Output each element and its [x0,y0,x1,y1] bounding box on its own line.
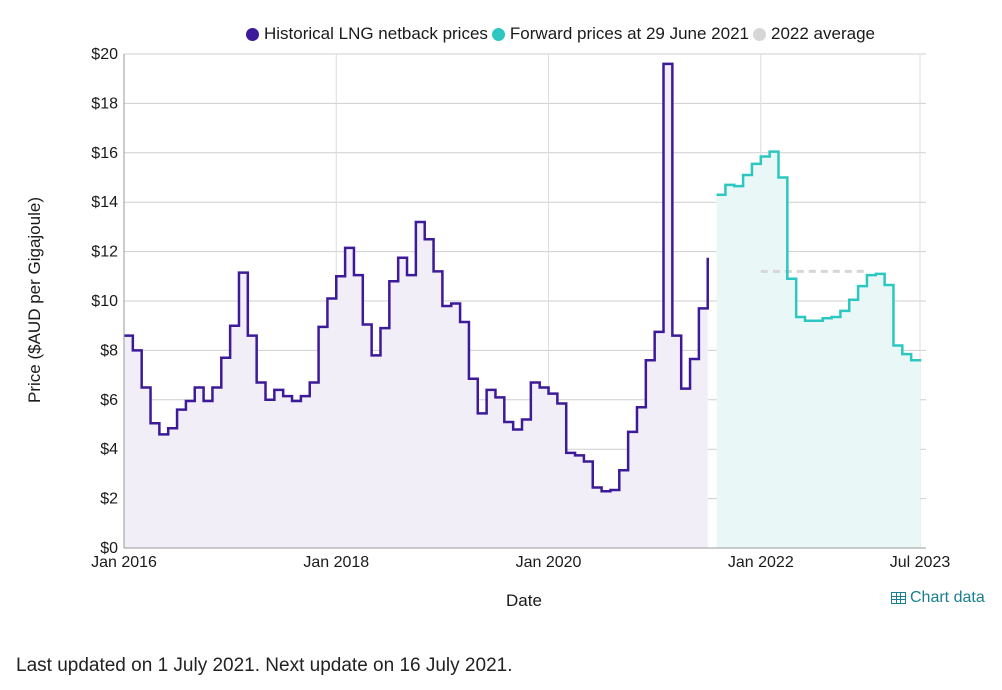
forward-price-line [716,150,922,362]
y-tick-label: $4 [100,441,118,458]
x-axis-label: Date [506,591,542,610]
x-tick-label: Jan 2022 [728,554,794,571]
y-tick-label: $18 [91,95,118,112]
legend-item-forward[interactable]: Forward prices at 29 June 2021 [491,24,750,44]
chart-data-link[interactable]: Chart data [891,589,985,607]
legend-item-historical[interactable]: Historical LNG netback prices [246,24,488,44]
y-axis-label: Price ($AUD per Gigajoule) [25,197,44,403]
x-tick-label: Jan 2018 [303,554,369,571]
legend-label-historical: Historical LNG netback prices [264,24,488,43]
y-tick-label: $6 [100,392,118,409]
y-tick-labels: $0 $2 $4 $6 $8 $10 $12 $14 $16 $18 $20 [91,46,118,557]
chart-axes [123,54,926,549]
legend-item-average[interactable]: 2022 average [753,24,875,44]
table-icon [891,592,906,604]
average-dot-icon [753,27,767,41]
y-tick-label: $10 [91,293,118,310]
x-tick-labels: Jan 2016 Jan 2018 Jan 2020 Jan 2022 Jul 2023 [91,554,950,571]
y-tick-label: $14 [91,194,118,211]
chart-legend: Historical LNG netback prices Forward pr… [246,24,879,44]
y-tick-label: $12 [91,244,118,261]
x-tick-label: Jul 2023 [890,554,951,571]
x-tick-label: Jan 2020 [516,554,582,571]
chart-series-lines [124,62,922,493]
forward-dot-icon [491,27,505,41]
update-footnote: Last updated on 1 July 2021. Next update… [16,655,513,676]
y-tick-label: $2 [100,491,118,508]
y-tick-label: $20 [91,46,118,63]
legend-label-forward: Forward prices at 29 June 2021 [509,24,750,43]
x-tick-label: Jan 2016 [91,554,157,571]
historical-dot-icon [246,27,259,41]
y-tick-label: $16 [91,145,118,162]
legend-label-average: 2022 average [771,24,875,43]
y-tick-label: $8 [100,342,118,359]
forward-area-fill [716,151,920,548]
chart-data-link-label: Chart data [910,589,985,606]
y-tick-label: $0 [100,540,118,557]
historical-price-line [124,62,709,493]
historical-area-fill [124,63,708,548]
chart-area-fills [124,63,920,548]
